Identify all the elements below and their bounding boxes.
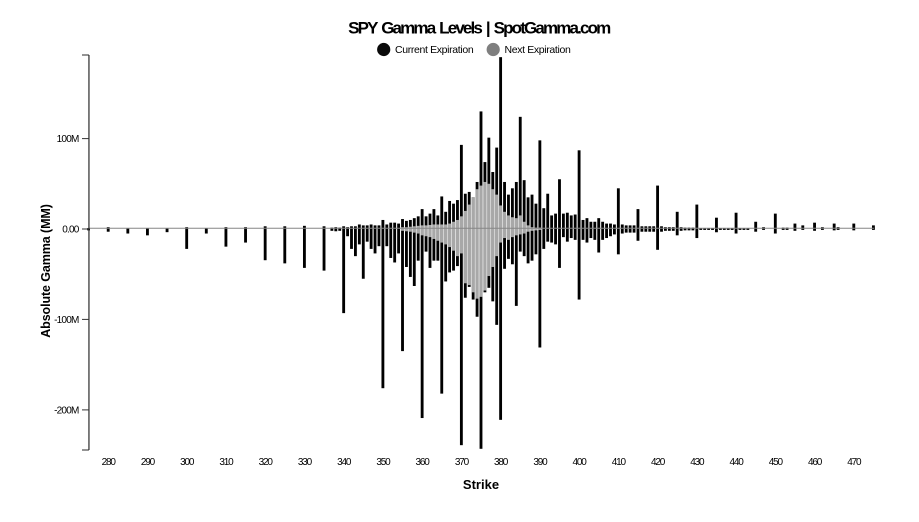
svg-text:340: 340 xyxy=(337,457,352,468)
svg-text:SPY Gamma Levels | SpotGamma.c: SPY Gamma Levels | SpotGamma.com xyxy=(348,19,611,38)
svg-text:390: 390 xyxy=(533,457,548,468)
svg-text:100M: 100M xyxy=(57,134,79,145)
svg-text:470: 470 xyxy=(847,457,862,468)
svg-text:330: 330 xyxy=(298,457,313,468)
svg-text:370: 370 xyxy=(455,457,470,468)
svg-text:310: 310 xyxy=(219,457,234,468)
svg-text:Strike: Strike xyxy=(463,477,499,492)
svg-text:Next Expiration: Next Expiration xyxy=(505,44,571,56)
svg-text:420: 420 xyxy=(651,457,666,468)
svg-text:Absolute Gamma (MM): Absolute Gamma (MM) xyxy=(39,204,53,338)
svg-text:360: 360 xyxy=(416,457,431,468)
svg-text:460: 460 xyxy=(808,457,823,468)
svg-text:320: 320 xyxy=(259,457,274,468)
svg-text:Current Expiration: Current Expiration xyxy=(395,44,474,56)
svg-text:0.00: 0.00 xyxy=(62,225,80,236)
svg-text:-100M: -100M xyxy=(54,315,79,326)
svg-text:280: 280 xyxy=(102,457,117,468)
svg-text:440: 440 xyxy=(730,457,745,468)
svg-text:290: 290 xyxy=(141,457,156,468)
svg-text:400: 400 xyxy=(573,457,588,468)
svg-text:300: 300 xyxy=(180,457,195,468)
svg-text:450: 450 xyxy=(769,457,784,468)
svg-text:430: 430 xyxy=(690,457,705,468)
svg-text:410: 410 xyxy=(612,457,627,468)
svg-text:380: 380 xyxy=(494,457,509,468)
svg-text:-200M: -200M xyxy=(54,406,79,417)
svg-text:350: 350 xyxy=(376,457,391,468)
